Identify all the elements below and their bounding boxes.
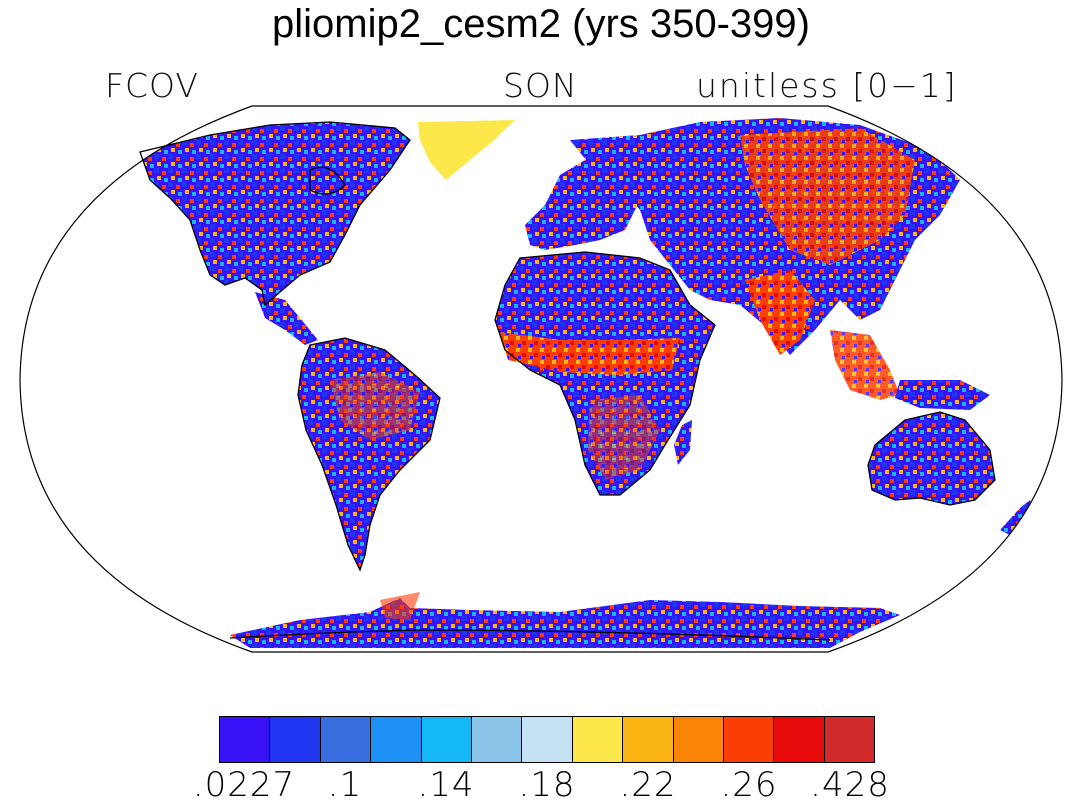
map-title: pliomip2_cesm2 (yrs 350-399): [271, 2, 810, 46]
antarctica: [230, 598, 900, 648]
southeast-asia: [830, 330, 900, 400]
colorbar-cell: [471, 717, 523, 762]
colorbar-tick-label: .428: [810, 765, 890, 805]
colorbar-tick-label: .22: [619, 765, 677, 805]
globe-outline: [19, 105, 1063, 653]
north-america: [140, 122, 410, 305]
greenland: [418, 120, 515, 180]
colorbar-cell: [623, 717, 674, 762]
colorbar-cell: [774, 717, 825, 762]
colorbar-labels: .0227 .1 .14 .18 .22 .26 .428: [0, 765, 1082, 805]
colorbar-cell: [320, 717, 372, 762]
colorbar-cell: [421, 717, 472, 762]
coastlines: [139, 121, 996, 641]
colorbar-tick-label: .18: [518, 765, 576, 805]
land-fields: [140, 118, 1034, 648]
colorbar-cell: [371, 717, 422, 762]
australia: [868, 412, 995, 505]
sahel-band: [500, 332, 680, 375]
india-hot: [745, 270, 815, 355]
colorbar-tick-label: .26: [720, 765, 778, 805]
units-label: unitless [0−1]: [696, 66, 958, 105]
variable-label: FCOV: [105, 66, 199, 105]
colorbar-cell: [723, 717, 775, 762]
colorbar-cell: [522, 717, 573, 762]
colorbar-cell: [824, 717, 875, 762]
madagascar: [674, 420, 692, 465]
colorbar-tick-label: .14: [417, 765, 475, 805]
south-america: [298, 338, 440, 570]
colorbar: [219, 716, 875, 763]
season-label: SON: [503, 66, 578, 105]
new-zealand: [1000, 500, 1034, 535]
colorbar-cell: [572, 717, 624, 762]
siberia-hot: [740, 128, 915, 265]
colorbar-tick-label: .1: [327, 765, 363, 805]
central-america: [255, 292, 318, 345]
colorbar-cell: [673, 717, 724, 762]
colorbar-tick-label: .0227: [192, 765, 296, 805]
colorbar-cell: [270, 717, 321, 762]
colorbar-cell: [220, 717, 271, 762]
